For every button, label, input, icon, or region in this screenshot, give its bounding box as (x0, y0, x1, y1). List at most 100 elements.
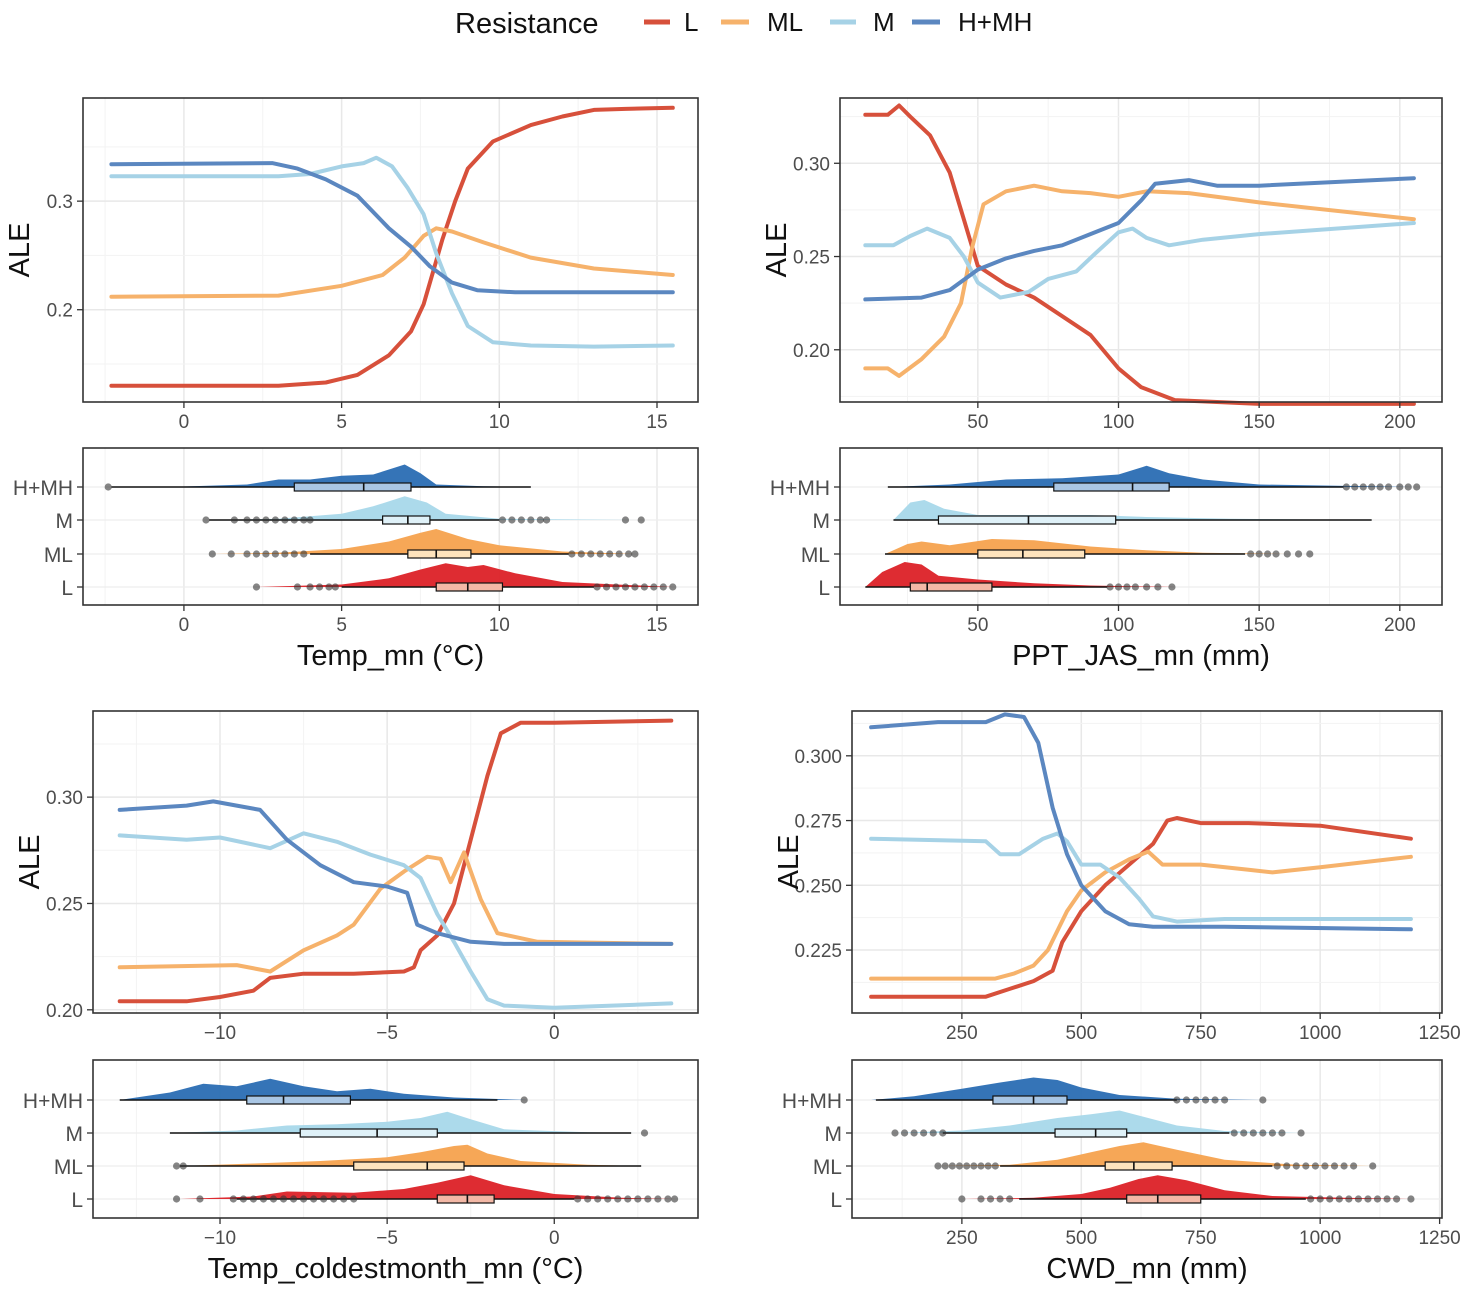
dist-top-left-box-hmh (293, 482, 412, 492)
dist-bottom-left-outlier-l (584, 1195, 592, 1203)
ale-bottom-right-series-m-line (869, 831, 1413, 924)
dist-bottom-left-x-tick-label: −10 (204, 1228, 236, 1249)
dist-bottom-left-density-ml (179, 1144, 642, 1166)
dist-bottom-right-outlier-ml (984, 1162, 992, 1170)
dist-bottom-right-x-tick-label: 1250 (1418, 1228, 1460, 1249)
dist-bottom-right-outlier-l (1307, 1195, 1315, 1203)
dist-top-left-outlier-l (612, 583, 620, 591)
dist-bottom-right-outlier-l (977, 1195, 985, 1203)
ale-bottom-right-y-tick-label: 0.275 (794, 812, 842, 833)
dist-top-right-density-m (893, 500, 1372, 520)
dist-top-right-box-hmh (1053, 482, 1170, 492)
dist-top-right-outlier-l (1168, 583, 1176, 591)
ale-top-left-y-tick-label: 0.2 (47, 301, 73, 322)
ale-top-left-plot-border (82, 97, 699, 403)
dist-bottom-left-outlier-l (196, 1195, 204, 1203)
dist-top-left-outlier-ml (577, 550, 585, 558)
dist-bottom-right-density-l (961, 1175, 1411, 1199)
dist-top-left-outlier-l (669, 583, 677, 591)
dist-top-left-outlier-ml (281, 550, 289, 558)
dist-top-right-outlier-hmh (1396, 483, 1404, 491)
dist-bottom-right-outlier-m (1259, 1129, 1267, 1137)
dist-bottom-left-x-tick-label: 0 (549, 1228, 560, 1249)
dist-bottom-right-x-tick-label: 250 (946, 1228, 978, 1249)
dist-top-right-group-label-m: M (813, 510, 831, 533)
ale-bottom-left-series-l-line (117, 718, 674, 1004)
dist-bottom-left-outlier-ml (179, 1162, 187, 1170)
ale-bottom-left-y-tick-label: 0.30 (46, 788, 83, 809)
dist-top-left-outlier-l (315, 583, 324, 591)
ale-top-right-x-tick-label: 200 (1384, 412, 1416, 433)
dist-top-right-plot-border (839, 447, 1443, 606)
ale-bottom-right-plot-background (852, 711, 1442, 1013)
dist-bottom-left-outlier-l (624, 1195, 632, 1203)
dist-top-left-outlier-m (508, 516, 516, 524)
dist-top-left-outlier-m (281, 516, 289, 524)
dist-bottom-right-outlier-hmh (1182, 1096, 1191, 1104)
dist-bottom-right-outlier-ml (1273, 1162, 1281, 1170)
dist-top-left-outlier-l (621, 583, 630, 591)
dist-top-right-density-l (865, 562, 1175, 587)
dist-top-right-x-tick-label: 100 (1103, 615, 1135, 636)
dist-bottom-left-outlier-l (279, 1195, 288, 1203)
ale-bottom-right-series-hmh-line (869, 712, 1413, 932)
dist-bottom-left-outlier-l (172, 1195, 181, 1203)
dist-top-left-outlier-l (602, 583, 611, 591)
dist-bottom-left-outlier-l (350, 1195, 358, 1203)
dist-bottom-right-outlier-m (891, 1129, 899, 1137)
dist-bottom-left-outlier-l (299, 1195, 308, 1203)
dist-top-right-outlier-hmh (1351, 483, 1359, 491)
dist-bottom-left-x-tick-label: −5 (376, 1228, 398, 1249)
dist-top-left-outlier-m (271, 516, 279, 524)
dist-top-right-x-tick-label: 150 (1243, 615, 1275, 636)
ale-bottom-left-series-m-line (117, 831, 674, 1010)
dist-top-left-outlier-ml (615, 550, 623, 558)
ale-top-left-series-hmh-line (109, 161, 675, 295)
ale-bottom-right-x-tick-label: 500 (1065, 1023, 1097, 1044)
dist-top-right-box-l (909, 582, 993, 592)
dist-bottom-right-outlier-hmh (1221, 1096, 1229, 1104)
dist-bottom-right-x-tick-label: 1000 (1299, 1228, 1341, 1249)
dist-bottom-right-outlier-m (929, 1129, 937, 1137)
dist-top-right-outlier-ml (1247, 550, 1255, 558)
dist-bottom-left-box-m (299, 1128, 438, 1138)
dist-top-left-outlier-ml (300, 550, 308, 558)
dist-bottom-right-outlier-l (1335, 1195, 1343, 1203)
dist-bottom-left-box-ml (353, 1161, 465, 1171)
dist-bottom-right-outlier-l (1393, 1195, 1401, 1203)
ale-top-left-x-tick-label: 0 (179, 412, 190, 433)
ale-top-right-y-axis-title: ALE (761, 223, 793, 278)
ale-bottom-left-x-tick-label: −5 (376, 1023, 398, 1044)
dist-top-left-outlier-m (637, 516, 645, 524)
dist-top-right-x-tick-label: 50 (967, 615, 988, 636)
dist-bottom-right-outlier-l (1373, 1195, 1382, 1203)
dist-top-left-outlier-ml (606, 550, 614, 558)
dist-bottom-left-outlier-l (289, 1195, 298, 1203)
dist-top-left-outlier-ml (271, 550, 279, 558)
dist-top-right-box-ml (977, 549, 1086, 559)
dist-bottom-right-outlier-ml (977, 1162, 985, 1170)
dist-bottom-right-group-label-l: L (830, 1189, 842, 1212)
ale-bottom-left-series-ml-line (117, 850, 674, 974)
dist-top-left-density-ml (212, 529, 635, 554)
dist-top-left-outlier-m (300, 516, 308, 524)
dist-bottom-right-outlier-m (1240, 1129, 1248, 1137)
ale-bottom-left-y-axis-title: ALE (14, 835, 46, 890)
dist-top-left-outlier-m (262, 516, 270, 524)
dist-top-right-box-m (937, 515, 1117, 525)
dist-bottom-right-outlier-hmh (1192, 1096, 1200, 1104)
dist-bottom-right-outlier-m (1268, 1129, 1277, 1137)
dist-top-left-outlier-m (621, 516, 630, 524)
dist-top-left-box-m (382, 515, 431, 525)
dist-bottom-left-density-m (169, 1111, 638, 1133)
dist-top-left-outlier-l (650, 583, 658, 591)
dist-top-left-outlier-l (631, 583, 639, 591)
dist-bottom-right-outlier-l (1354, 1195, 1362, 1203)
dist-top-right-outlier-hmh (1404, 483, 1412, 491)
dist-bottom-left-outlier-ml (172, 1162, 181, 1170)
dist-bottom-left-density-l (179, 1175, 675, 1199)
ale-bottom-right-y-tick-label: 0.250 (794, 876, 842, 897)
dist-top-left-x-tick-label: 15 (646, 615, 667, 636)
dist-top-left-box-l (435, 582, 504, 592)
dist-bottom-left-panel: H+MH M ML L −10 −5 0 Temp_coldestmonth_mn (°C) (23, 1059, 699, 1285)
